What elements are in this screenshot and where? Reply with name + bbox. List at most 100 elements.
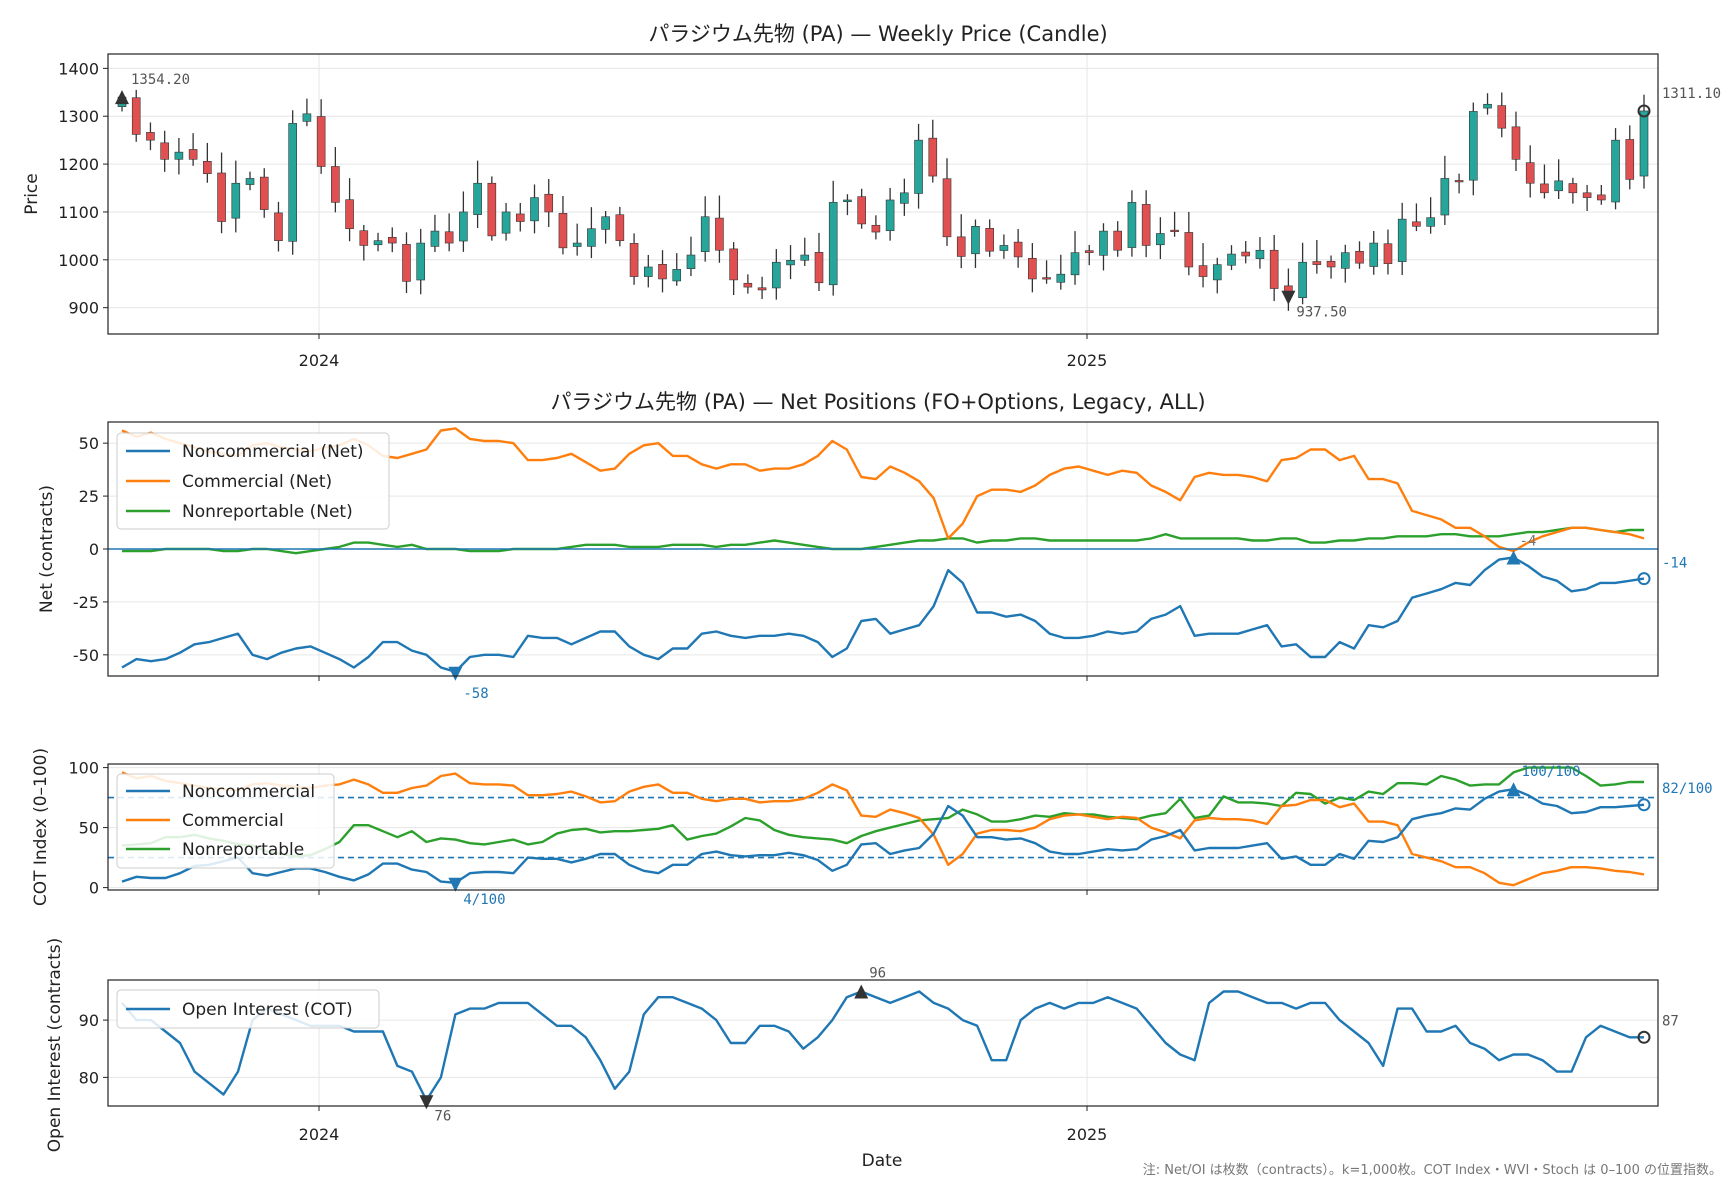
oi-x-tick-2025: 2025: [1067, 1125, 1108, 1144]
candle-down: [1412, 221, 1421, 227]
nonreportable-net-line: [122, 526, 1644, 555]
candle-down: [274, 212, 283, 241]
y-tick-label: 1400: [58, 59, 99, 78]
candle-up: [1554, 180, 1563, 192]
candle-up: [459, 211, 468, 242]
oi-min-marker: [419, 1095, 434, 1110]
net-max-label: -4: [1520, 533, 1537, 549]
candle-up: [430, 230, 440, 247]
min-label: 937.50: [1296, 305, 1347, 321]
candle-up: [1440, 178, 1450, 216]
candle-up: [828, 202, 838, 286]
candle-down: [743, 282, 753, 288]
candle-up: [1426, 217, 1435, 227]
candle-down: [345, 199, 354, 230]
candle-down: [160, 142, 169, 160]
oi-legend-label: Open Interest (COT): [182, 1000, 353, 1020]
net-legend: Noncommercial (Net) Commercial (Net) Non…: [116, 432, 390, 530]
candle-down: [1525, 162, 1535, 184]
candle-up: [245, 178, 255, 185]
candle-down: [985, 228, 994, 252]
x-axis-label: Date: [862, 1151, 903, 1171]
candle-down: [1383, 243, 1393, 264]
candle-up: [1156, 233, 1165, 246]
noncommercial-index-line: [121, 788, 1645, 884]
candle-up: [1397, 218, 1407, 262]
candle-down: [956, 236, 966, 257]
candle-down: [1568, 183, 1578, 194]
candle-down: [131, 97, 141, 135]
candle-up: [672, 269, 682, 282]
max-marker: [115, 90, 129, 105]
open-interest-panel: 80 90 76 96 87 Open Interest (contracts) Op…: [45, 938, 1679, 1171]
candle-up: [772, 261, 781, 289]
candle-up: [1483, 103, 1492, 109]
candle-down: [1597, 194, 1606, 201]
open-interest-line: [121, 990, 1644, 1102]
last-label: 1311.10: [1662, 86, 1721, 102]
candle-up: [231, 182, 241, 219]
candle-up: [373, 240, 383, 246]
candle-up: [1099, 230, 1108, 256]
net-positions-panel: パラジウム先物 (PA) — Net Positions (FO+Options…: [37, 390, 1687, 702]
y-tick-label: 900: [68, 299, 99, 318]
oi-y-axis-label: Open Interest (contracts): [45, 938, 65, 1152]
net-legend-label-nonreportable: Nonreportable (Net): [182, 502, 353, 522]
candle-down: [1241, 251, 1251, 257]
oi-max-label: 96: [869, 965, 886, 981]
candle-down: [615, 214, 625, 241]
candle-up: [572, 242, 582, 247]
net-annotations: -58 -4 -14: [448, 533, 1687, 702]
candle-down: [387, 237, 397, 244]
cot-max-label: 100/100: [1522, 764, 1581, 780]
price-x-tick-2024: 2024: [299, 351, 340, 370]
candle-up: [288, 123, 297, 242]
noncommercial-net-line: [121, 556, 1645, 673]
candle-up: [416, 242, 426, 281]
y-tick-label: 1000: [58, 251, 99, 270]
candle-down: [729, 248, 738, 281]
cot-legend: Noncommercial Commercial Nonreportable: [116, 773, 335, 869]
candle-up: [601, 216, 610, 230]
net-max-marker: [1506, 550, 1521, 565]
candle-down: [1497, 105, 1507, 129]
price-x-tick-2025: 2025: [1067, 351, 1108, 370]
candle-up: [501, 211, 511, 234]
cot-max-marker: [1506, 782, 1521, 797]
y-tick-label: 1100: [58, 203, 99, 222]
candle-up: [914, 139, 923, 194]
y-tick-label: 50: [79, 819, 99, 838]
oi-axes-frame: [107, 979, 1659, 1107]
y-tick-label: 0: [89, 540, 99, 559]
y-tick-label: -25: [73, 593, 99, 612]
candle-down: [715, 217, 724, 251]
price-panel: パラジウム先物 (PA) — Weekly Price (Candle) 900…: [22, 22, 1721, 370]
candle-down: [1454, 180, 1464, 183]
candle-up: [473, 182, 482, 215]
candle-down: [1625, 139, 1635, 180]
candle-down: [515, 213, 525, 222]
cot-axes-frame: [107, 763, 1659, 891]
candle-down: [146, 132, 155, 141]
net-chart-title: パラジウム先物 (PA) — Net Positions (FO+Options…: [550, 390, 1205, 414]
cot-min-marker: [448, 877, 463, 892]
net-axes-frame: [107, 421, 1659, 677]
candle-up: [1469, 111, 1478, 181]
oi-x-tick-2024: 2024: [299, 1125, 340, 1144]
price-y-axis-label: Price: [22, 173, 42, 214]
candle-down: [544, 193, 554, 213]
candle-down: [1312, 261, 1322, 265]
candle-down: [1042, 277, 1051, 280]
cot-last-marker: [1637, 798, 1651, 812]
nonreportable-index-line: [121, 766, 1644, 858]
candle-up: [587, 228, 596, 247]
y-tick-label: 90: [79, 1011, 99, 1030]
candle-down: [658, 264, 667, 280]
y-tick-label: 80: [79, 1068, 99, 1087]
oi-max-marker: [854, 984, 869, 999]
price-axes-frame: [107, 53, 1659, 335]
candle-down: [1540, 183, 1549, 194]
cot-last-label: 82/100: [1662, 781, 1713, 797]
candle-down: [814, 252, 824, 284]
candle-up: [1127, 202, 1137, 248]
